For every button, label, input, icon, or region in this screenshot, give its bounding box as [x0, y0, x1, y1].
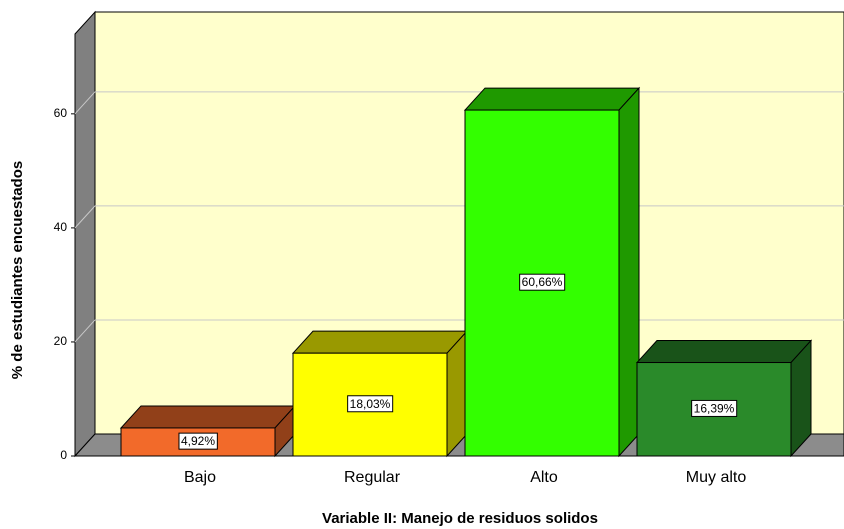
- grid-line: [74, 205, 96, 229]
- bar-top: [463, 87, 641, 111]
- x-tick-label: Bajo: [184, 469, 216, 486]
- bar-top: [291, 330, 469, 354]
- value-label-box: [178, 432, 218, 450]
- value-label-box: [519, 273, 566, 291]
- grid-line: [74, 319, 96, 343]
- side-wall: [74, 10, 96, 458]
- bar-top: [119, 405, 297, 429]
- y-tick-label: 40: [54, 220, 68, 234]
- value-label-box: [691, 399, 738, 417]
- bar-side: [446, 329, 468, 458]
- y-tick-label: 60: [54, 106, 68, 120]
- value-label: 60,66%: [522, 275, 563, 289]
- x-tick-label: Muy alto: [686, 469, 747, 486]
- value-label: 16,39%: [694, 401, 735, 415]
- bar-side: [618, 86, 640, 458]
- value-label-box: [347, 395, 394, 413]
- y-axis-title: % de estudiantes encuestados: [9, 161, 26, 379]
- value-label: 18,03%: [350, 397, 391, 411]
- grid-line: [74, 91, 96, 115]
- y-tick-label: 0: [60, 448, 67, 462]
- x-axis-title: Variable II: Manejo de residuos solidos: [322, 510, 598, 527]
- y-tick-label: 20: [54, 334, 68, 348]
- x-tick-label: Regular: [344, 469, 401, 486]
- value-label: 4,92%: [181, 434, 215, 448]
- x-tick-label: Alto: [530, 469, 558, 486]
- bar-top: [635, 340, 813, 364]
